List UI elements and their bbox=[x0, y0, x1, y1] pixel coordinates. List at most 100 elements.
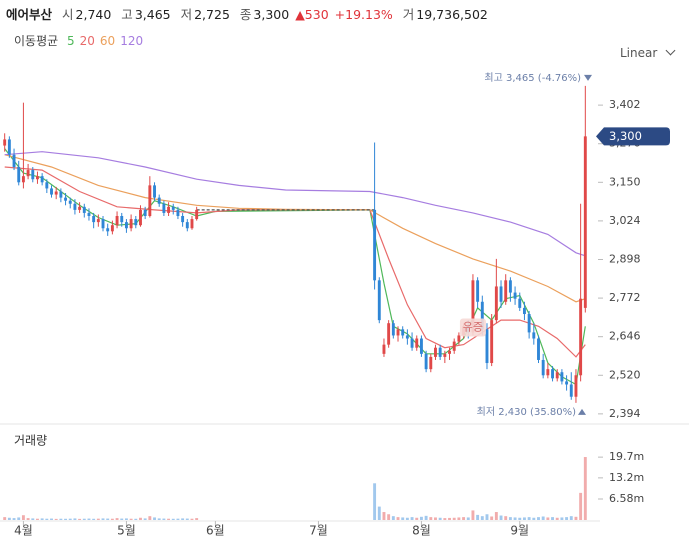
volume-bar bbox=[162, 518, 166, 520]
volume-bar bbox=[101, 518, 105, 520]
candle-body bbox=[78, 206, 82, 210]
last-price-label: 3,300 bbox=[609, 129, 642, 143]
volume-bar bbox=[12, 518, 16, 520]
volume-bar bbox=[522, 517, 526, 520]
scale-dropdown[interactable]: Linear bbox=[620, 45, 676, 60]
volume-bar bbox=[490, 516, 494, 520]
volume-bar bbox=[129, 518, 133, 520]
candle-body bbox=[3, 139, 7, 146]
candle-body bbox=[513, 292, 517, 299]
candle-body bbox=[382, 344, 386, 354]
candle-body bbox=[377, 280, 381, 321]
volume-bar bbox=[574, 516, 578, 520]
volume-bar bbox=[518, 517, 522, 520]
volume-bar bbox=[476, 514, 480, 520]
volume-bar bbox=[466, 517, 470, 520]
volume-bar bbox=[115, 518, 119, 520]
candle-body bbox=[579, 298, 583, 376]
volume-bar bbox=[54, 518, 58, 520]
volume-bar bbox=[139, 517, 142, 520]
volume-bar bbox=[579, 492, 583, 520]
candle-body bbox=[185, 222, 189, 229]
candle-body bbox=[82, 206, 86, 213]
candle-body bbox=[565, 381, 569, 385]
volume-bar bbox=[532, 517, 536, 520]
volume-bar bbox=[569, 516, 573, 520]
volume-bar bbox=[157, 518, 161, 520]
candle-body bbox=[434, 347, 437, 357]
y-tick-label: 2,520 bbox=[609, 368, 641, 381]
candle-body bbox=[176, 209, 180, 216]
volume-bar bbox=[26, 518, 30, 520]
candle-body bbox=[476, 280, 480, 302]
volume-bar bbox=[560, 517, 564, 520]
candle-body bbox=[181, 216, 185, 223]
candle-body bbox=[518, 298, 522, 308]
volume-bar bbox=[181, 518, 185, 520]
candle-body bbox=[373, 209, 377, 281]
volume-tick-label: 13.2m bbox=[609, 471, 644, 484]
candle-body bbox=[569, 384, 573, 397]
candle-body bbox=[148, 185, 152, 216]
volume-bar bbox=[494, 512, 498, 520]
candle-body bbox=[541, 359, 545, 376]
y-tick-label: 2,646 bbox=[609, 330, 641, 343]
volume-bar bbox=[373, 483, 377, 520]
volume-bar bbox=[452, 517, 456, 520]
label: 종 bbox=[239, 7, 252, 22]
volume-bar bbox=[415, 517, 419, 520]
event-badge bbox=[459, 318, 486, 337]
candle-body bbox=[167, 206, 171, 213]
candle-body bbox=[96, 219, 100, 223]
volume-bar bbox=[541, 516, 545, 520]
volume-bar bbox=[153, 517, 156, 520]
volume-bar bbox=[185, 518, 189, 520]
volume-bar bbox=[387, 514, 391, 520]
volume-bar bbox=[59, 518, 63, 520]
legend-entry: 60 bbox=[99, 34, 116, 48]
candle-body bbox=[36, 176, 39, 180]
volume-bar bbox=[134, 518, 138, 520]
volume-bar bbox=[405, 517, 409, 520]
volume-bar bbox=[87, 518, 91, 520]
candle-body bbox=[31, 170, 35, 180]
volume-bar bbox=[401, 517, 405, 520]
candle-body bbox=[190, 219, 194, 229]
volume-bar bbox=[96, 518, 100, 520]
volume-bar bbox=[106, 518, 110, 520]
y-tick-label: 3,150 bbox=[609, 175, 641, 188]
candle-body bbox=[546, 369, 550, 376]
y-tick-label: 2,394 bbox=[609, 407, 641, 420]
candle-body bbox=[162, 203, 166, 213]
volume-bar bbox=[396, 517, 400, 520]
value: 19,736,502 bbox=[416, 7, 488, 22]
candle-body bbox=[560, 372, 564, 382]
candle-body bbox=[480, 301, 484, 330]
y-tick-label: 2,898 bbox=[609, 252, 641, 265]
scale-mode: Linear bbox=[620, 46, 658, 60]
volume-bar bbox=[17, 517, 21, 520]
volume-bar bbox=[167, 518, 171, 520]
volume-bar bbox=[148, 516, 152, 520]
candle-body bbox=[485, 329, 489, 364]
ma-legend: 이동평균 5 20 60 120 bbox=[14, 32, 148, 49]
volume-bar bbox=[73, 518, 77, 520]
volume-bar bbox=[410, 517, 414, 520]
candle-body bbox=[73, 203, 77, 210]
volume-bar bbox=[21, 515, 25, 520]
volume-bar bbox=[377, 506, 381, 520]
candle-body bbox=[87, 212, 91, 216]
ma-line bbox=[4, 154, 586, 303]
volume-title: 거래량 bbox=[14, 434, 47, 448]
volume-bar bbox=[583, 457, 587, 520]
candle-body bbox=[115, 216, 119, 226]
candle-body bbox=[532, 332, 536, 339]
high-note: 최고 3,465 (-4.76%) bbox=[484, 72, 581, 84]
volume-bar bbox=[78, 518, 82, 520]
volume-bar bbox=[31, 518, 35, 520]
change: ▲530 bbox=[295, 7, 329, 22]
candle-body bbox=[396, 329, 400, 336]
candle-body bbox=[50, 188, 53, 195]
candle-body bbox=[419, 338, 423, 354]
candle-body bbox=[143, 209, 147, 216]
